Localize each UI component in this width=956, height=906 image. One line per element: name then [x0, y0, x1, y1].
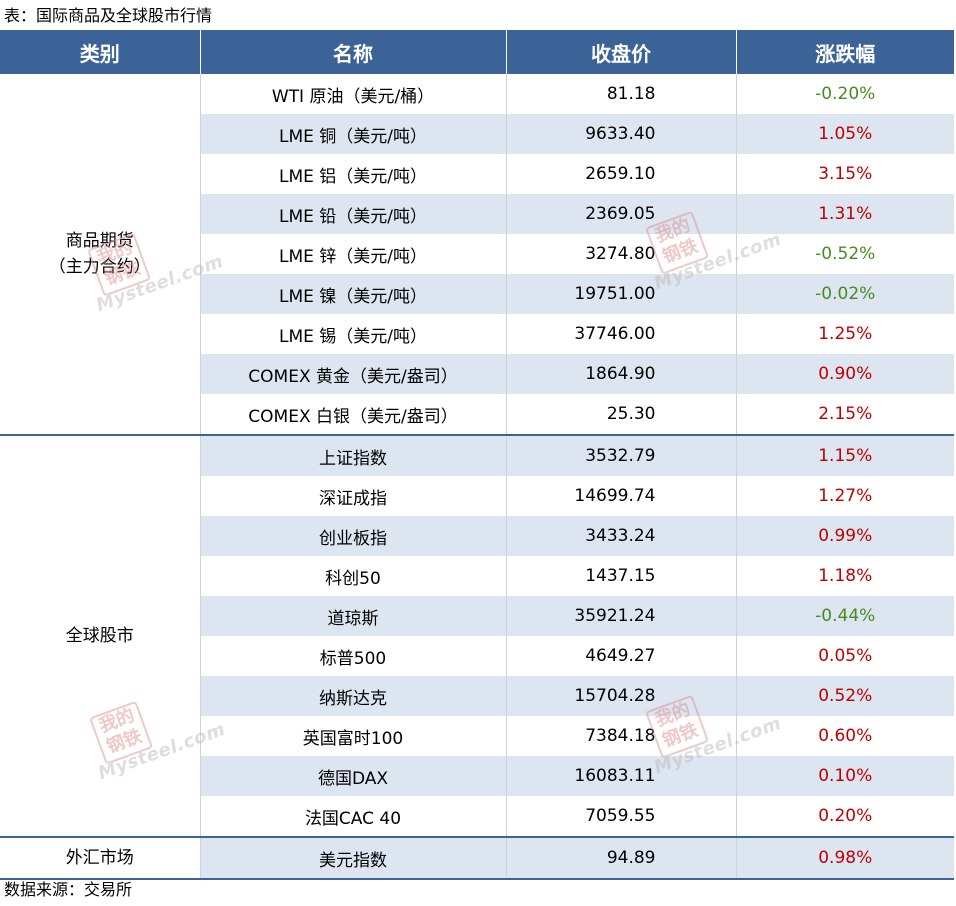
header-row: 类别 名称 收盘价 涨跌幅	[0, 30, 954, 74]
close-price: 14699.74	[505, 476, 736, 516]
header-close: 收盘价	[505, 30, 736, 74]
instrument-name: 德国DAX	[199, 756, 506, 796]
market-table: 类别 名称 收盘价 涨跌幅 商品期货 （主力合约） WTI 原油（美元/桶） 81.1…	[0, 30, 954, 880]
close-price: 15704.28	[505, 676, 736, 716]
category-cell: 商品期货 （主力合约）	[0, 74, 200, 436]
instrument-name: COMEX 黄金（美元/盎司）	[199, 354, 506, 394]
instrument-name: 纳斯达克	[199, 676, 506, 716]
table-row: LME 锡（美元/吨） 37746.00 1.25%	[0, 314, 954, 354]
table-row: LME 镍（美元/吨） 19751.00 -0.02%	[0, 274, 954, 314]
change-percent: 1.25%	[735, 314, 954, 354]
close-price: 35921.24	[505, 596, 736, 636]
instrument-name: COMEX 白银（美元/盎司）	[199, 394, 506, 436]
header-category: 类别	[0, 30, 200, 74]
change-percent: 1.05%	[735, 114, 954, 154]
instrument-name: LME 镍（美元/吨）	[199, 274, 506, 314]
close-price: 16083.11	[505, 756, 736, 796]
instrument-name: LME 锌（美元/吨）	[199, 234, 506, 274]
instrument-name: LME 铅（美元/吨）	[199, 194, 506, 234]
change-percent: -0.20%	[735, 74, 954, 114]
close-price: 7384.18	[505, 716, 736, 756]
instrument-name: 法国CAC 40	[199, 796, 506, 838]
header-change: 涨跌幅	[735, 30, 954, 74]
close-price: 2369.05	[505, 194, 736, 234]
table-row: 道琼斯 35921.24 -0.44%	[0, 596, 954, 636]
close-price: 1437.15	[505, 556, 736, 596]
instrument-name: 上证指数	[199, 435, 506, 476]
table-row: LME 铜（美元/吨） 9633.40 1.05%	[0, 114, 954, 154]
close-price: 1864.90	[505, 354, 736, 394]
table-row: 标普500 4649.27 0.05%	[0, 636, 954, 676]
close-price: 2659.10	[505, 154, 736, 194]
close-price: 3433.24	[505, 516, 736, 556]
close-price: 81.18	[505, 74, 736, 114]
close-price: 25.30	[505, 394, 736, 436]
instrument-name: 标普500	[199, 636, 506, 676]
change-percent: 0.60%	[735, 716, 954, 756]
change-percent: 0.10%	[735, 756, 954, 796]
change-percent: 0.98%	[735, 837, 954, 880]
change-percent: 3.15%	[735, 154, 954, 194]
table-row: 外汇市场 美元指数 94.89 0.98%	[0, 837, 954, 880]
change-percent: 0.99%	[735, 516, 954, 556]
table-row: 科创50 1437.15 1.18%	[0, 556, 954, 596]
table-row: 法国CAC 40 7059.55 0.20%	[0, 796, 954, 838]
close-price: 3532.79	[505, 435, 736, 476]
close-price: 4649.27	[505, 636, 736, 676]
table-row: COMEX 黄金（美元/盎司） 1864.90 0.90%	[0, 354, 954, 394]
table-row: 商品期货 （主力合约） WTI 原油（美元/桶） 81.18 -0.20%	[0, 74, 954, 436]
instrument-name: LME 铜（美元/吨）	[199, 114, 506, 154]
change-percent: -0.02%	[735, 274, 954, 314]
table-row: 纳斯达克 15704.28 0.52%	[0, 676, 954, 716]
table-caption: 表：国际商品及全球股市行情	[4, 6, 213, 25]
table-row: 创业板指 3433.24 0.99%	[0, 516, 954, 556]
category-cell: 全球股市	[0, 435, 200, 838]
change-percent: 1.18%	[735, 556, 954, 596]
change-percent: 0.90%	[735, 354, 954, 394]
table-row: LME 铝（美元/吨） 2659.10 3.15%	[0, 154, 954, 194]
table-row: 深证成指 14699.74 1.27%	[0, 476, 954, 516]
change-percent: 1.27%	[735, 476, 954, 516]
instrument-name: 创业板指	[199, 516, 506, 556]
instrument-name: 科创50	[199, 556, 506, 596]
close-price: 3274.80	[505, 234, 736, 274]
instrument-name: LME 锡（美元/吨）	[199, 314, 506, 354]
change-percent: 2.15%	[735, 394, 954, 436]
category-cell: 外汇市场	[0, 837, 200, 880]
table-row: 全球股市 上证指数 3532.79 1.15%	[0, 435, 954, 838]
change-percent: 1.31%	[735, 194, 954, 234]
close-price: 37746.00	[505, 314, 736, 354]
data-source-note: 数据来源：交易所	[4, 880, 133, 899]
instrument-name: 美元指数	[199, 837, 506, 880]
instrument-name: LME 铝（美元/吨）	[199, 154, 506, 194]
close-price: 9633.40	[505, 114, 736, 154]
table-row: LME 锌（美元/吨） 3274.80 -0.52%	[0, 234, 954, 274]
close-price: 19751.00	[505, 274, 736, 314]
instrument-name: 深证成指	[199, 476, 506, 516]
instrument-name: 英国富时100	[199, 716, 506, 756]
change-percent: 1.15%	[735, 435, 954, 476]
instrument-name: WTI 原油（美元/桶）	[199, 74, 506, 114]
change-percent: 0.20%	[735, 796, 954, 838]
table-body: 商品期货 （主力合约） WTI 原油（美元/桶） 81.18 -0.20% LME 铜（美…	[0, 74, 954, 880]
table-row: LME 铅（美元/吨） 2369.05 1.31%	[0, 194, 954, 234]
close-price: 7059.55	[505, 796, 736, 838]
table-row: 英国富时100 7384.18 0.60%	[0, 716, 954, 756]
header-name: 名称	[199, 30, 506, 74]
table-row: 德国DAX 16083.11 0.10%	[0, 756, 954, 796]
change-percent: -0.52%	[735, 234, 954, 274]
change-percent: 0.05%	[735, 636, 954, 676]
close-price: 94.89	[505, 837, 736, 880]
instrument-name: 道琼斯	[199, 596, 506, 636]
change-percent: -0.44%	[735, 596, 954, 636]
change-percent: 0.52%	[735, 676, 954, 716]
table-row: COMEX 白银（美元/盎司） 25.30 2.15%	[0, 394, 954, 436]
